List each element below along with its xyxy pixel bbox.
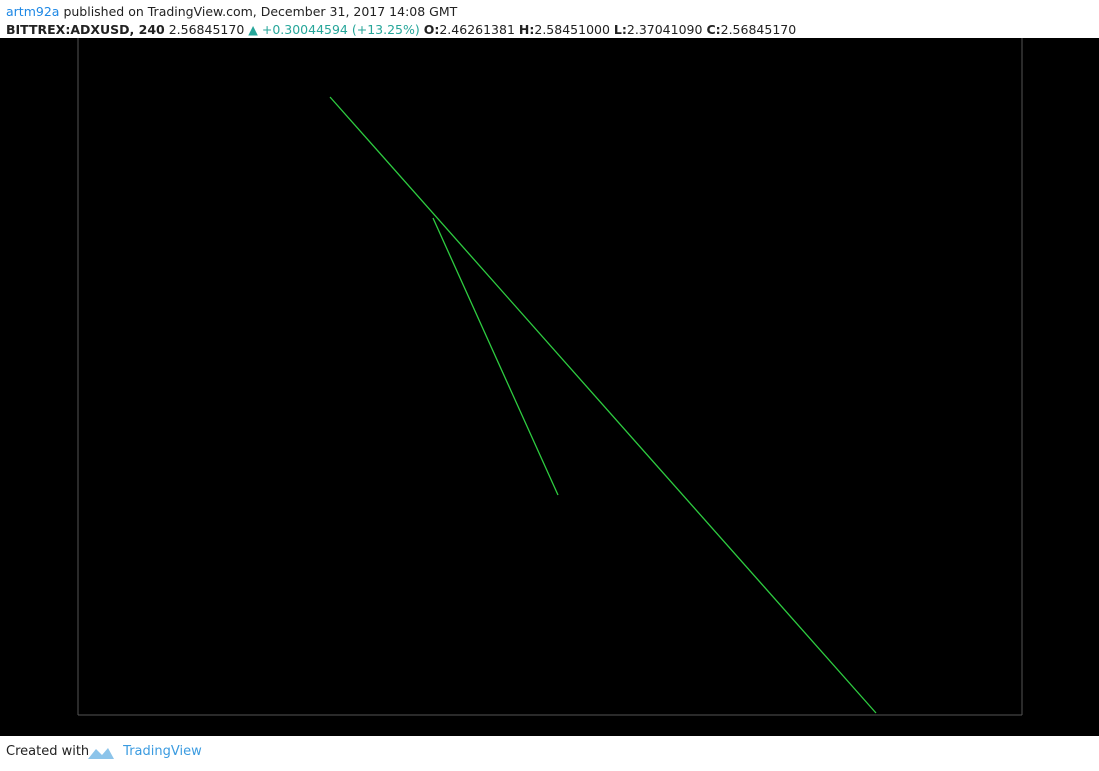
- logo: [88, 748, 114, 759]
- created-with: Created with: [6, 744, 90, 759]
- h-value: 2.58451000: [534, 22, 610, 37]
- brand[interactable]: TradingView: [123, 744, 202, 759]
- h-label: H:: [518, 22, 535, 37]
- footer: Created with TradingView: [6, 744, 202, 759]
- last: 2.56845170: [168, 22, 245, 37]
- symbol-line: BITTREX:ADXUSD, 240 2.56845170 ▲ +0.3004…: [6, 22, 796, 37]
- background: [0, 38, 1099, 736]
- author[interactable]: artm92a: [6, 4, 60, 19]
- o-label: O:: [423, 22, 440, 37]
- published: published on TradingView.com, December 3…: [63, 4, 458, 19]
- chart: [0, 38, 1099, 736]
- c-value: 2.56845170: [720, 22, 797, 37]
- trend-line: [432, 217, 559, 496]
- o-value: 2.46261381: [439, 22, 515, 37]
- trend-line: [329, 96, 877, 714]
- symbol: BITTREX:ADXUSD, 240: [6, 22, 165, 37]
- l-label: L:: [613, 22, 627, 37]
- c-label: C:: [706, 22, 721, 37]
- l-value: 2.37041090: [626, 22, 703, 37]
- change: ▲ +0.30044594 (+13.25%): [248, 22, 420, 37]
- publish-line: artm92a published on TradingView.com, De…: [6, 4, 457, 19]
